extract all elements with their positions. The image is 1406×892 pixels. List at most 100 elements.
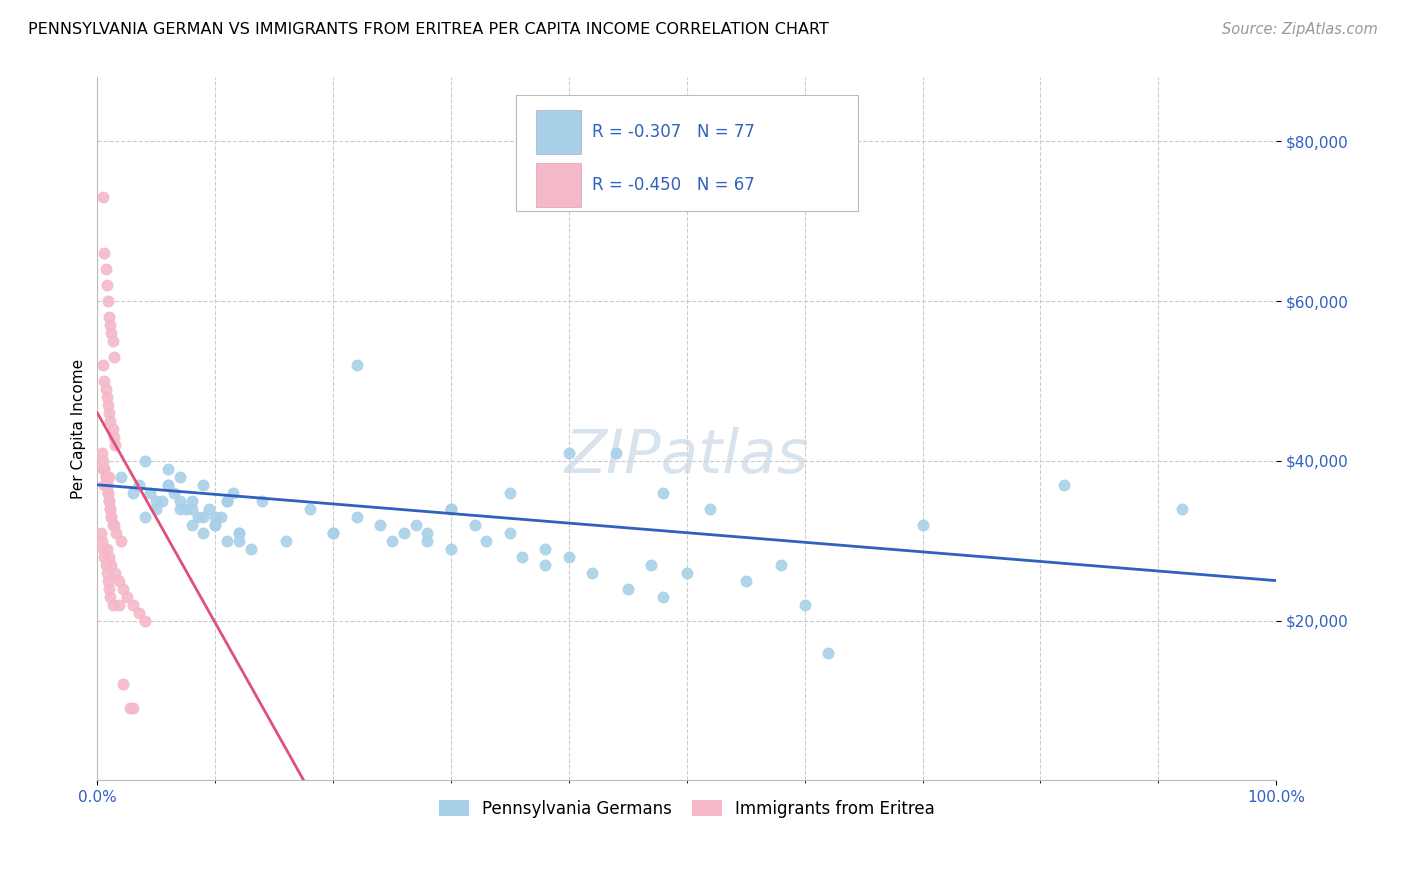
Point bbox=[98, 310, 121, 324]
Point bbox=[499, 525, 522, 540]
Point bbox=[381, 533, 404, 548]
Point bbox=[98, 493, 121, 508]
Point bbox=[96, 477, 118, 491]
Point bbox=[98, 549, 121, 564]
Point bbox=[228, 525, 250, 540]
Point bbox=[112, 582, 135, 596]
Point bbox=[817, 646, 839, 660]
Point bbox=[128, 606, 150, 620]
Point bbox=[911, 517, 934, 532]
Point bbox=[115, 590, 138, 604]
Text: R = -0.450   N = 67: R = -0.450 N = 67 bbox=[592, 176, 755, 194]
Point bbox=[157, 477, 180, 491]
Point bbox=[100, 326, 122, 340]
Point bbox=[558, 446, 581, 460]
Point bbox=[440, 501, 463, 516]
Point bbox=[91, 190, 114, 204]
Point bbox=[187, 509, 209, 524]
Point bbox=[98, 414, 121, 428]
Point bbox=[510, 549, 533, 564]
Point bbox=[98, 318, 121, 332]
Point bbox=[215, 493, 238, 508]
Point bbox=[97, 485, 120, 500]
Point bbox=[139, 485, 162, 500]
Point bbox=[617, 582, 640, 596]
Point bbox=[204, 517, 226, 532]
Point bbox=[228, 533, 250, 548]
Point bbox=[93, 246, 115, 260]
Point bbox=[96, 477, 118, 491]
Point bbox=[193, 525, 215, 540]
Point bbox=[145, 493, 167, 508]
Point bbox=[193, 477, 215, 491]
Point bbox=[98, 493, 121, 508]
Point bbox=[198, 501, 221, 516]
Point bbox=[96, 541, 118, 556]
Point bbox=[475, 533, 498, 548]
Point bbox=[534, 541, 557, 556]
Point bbox=[96, 566, 118, 580]
Point bbox=[640, 558, 662, 572]
Point bbox=[368, 517, 391, 532]
Point bbox=[346, 358, 368, 372]
Point bbox=[209, 509, 232, 524]
Point bbox=[440, 541, 463, 556]
Point bbox=[274, 533, 297, 548]
Point bbox=[440, 501, 463, 516]
Point bbox=[699, 501, 721, 516]
Point bbox=[93, 374, 115, 388]
Point bbox=[94, 470, 117, 484]
Point bbox=[180, 517, 202, 532]
Point bbox=[150, 493, 173, 508]
Point bbox=[107, 598, 129, 612]
Point bbox=[98, 582, 121, 596]
Point bbox=[322, 525, 344, 540]
Point bbox=[169, 501, 191, 516]
Point bbox=[121, 485, 143, 500]
Point bbox=[98, 590, 121, 604]
Point bbox=[652, 485, 675, 500]
Text: Source: ZipAtlas.com: Source: ZipAtlas.com bbox=[1222, 22, 1378, 37]
Text: PENNSYLVANIA GERMAN VS IMMIGRANTS FROM ERITREA PER CAPITA INCOME CORRELATION CHA: PENNSYLVANIA GERMAN VS IMMIGRANTS FROM E… bbox=[28, 22, 830, 37]
Point bbox=[346, 509, 368, 524]
Point bbox=[93, 462, 115, 476]
Point bbox=[464, 517, 486, 532]
Point bbox=[392, 525, 415, 540]
Point bbox=[120, 701, 142, 715]
Point bbox=[105, 525, 128, 540]
Point bbox=[100, 509, 122, 524]
Point bbox=[652, 590, 675, 604]
Point bbox=[94, 470, 117, 484]
Point bbox=[110, 533, 132, 548]
Point bbox=[103, 517, 125, 532]
Point bbox=[91, 454, 114, 468]
Point bbox=[110, 470, 132, 484]
Point bbox=[239, 541, 262, 556]
Point bbox=[180, 493, 202, 508]
Point bbox=[90, 525, 112, 540]
Point bbox=[121, 701, 143, 715]
Point bbox=[416, 525, 439, 540]
Point bbox=[104, 566, 127, 580]
Point bbox=[581, 566, 603, 580]
Y-axis label: Per Capita Income: Per Capita Income bbox=[72, 359, 86, 499]
Point bbox=[93, 549, 115, 564]
Point bbox=[405, 517, 427, 532]
Text: ZIPatlas: ZIPatlas bbox=[564, 427, 808, 486]
Point bbox=[94, 262, 117, 277]
Point bbox=[91, 358, 114, 372]
Point bbox=[101, 598, 124, 612]
Point bbox=[215, 533, 238, 548]
Point bbox=[100, 509, 122, 524]
Point bbox=[169, 493, 191, 508]
Point bbox=[93, 477, 115, 491]
Text: R = -0.307   N = 77: R = -0.307 N = 77 bbox=[592, 123, 755, 141]
Point bbox=[93, 462, 115, 476]
Point bbox=[252, 493, 274, 508]
Legend: Pennsylvania Germans, Immigrants from Eritrea: Pennsylvania Germans, Immigrants from Er… bbox=[432, 793, 942, 825]
Point bbox=[228, 525, 250, 540]
Point bbox=[734, 574, 756, 588]
Point bbox=[94, 558, 117, 572]
Point bbox=[96, 390, 118, 404]
Point bbox=[770, 558, 793, 572]
